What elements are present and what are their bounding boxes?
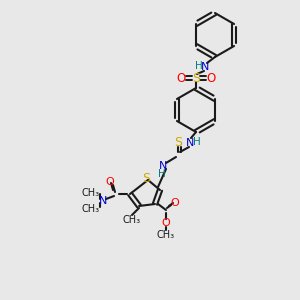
Text: H: H (195, 61, 203, 71)
Text: S: S (174, 136, 182, 149)
Text: S: S (142, 172, 150, 184)
Text: O: O (106, 177, 114, 187)
Text: S: S (192, 71, 200, 85)
Text: CH₃: CH₃ (157, 230, 175, 240)
Text: N: N (201, 62, 209, 72)
Text: O: O (206, 71, 216, 85)
Text: O: O (162, 218, 170, 228)
Text: CH₃: CH₃ (82, 204, 100, 214)
Text: CH₃: CH₃ (82, 188, 100, 198)
Text: N: N (159, 161, 167, 171)
Text: N: N (99, 196, 107, 206)
Text: CH₃: CH₃ (123, 215, 141, 225)
Text: H: H (193, 137, 201, 147)
Text: O: O (176, 71, 186, 85)
Text: O: O (171, 198, 179, 208)
Text: H: H (158, 169, 166, 179)
Text: N: N (186, 138, 194, 148)
